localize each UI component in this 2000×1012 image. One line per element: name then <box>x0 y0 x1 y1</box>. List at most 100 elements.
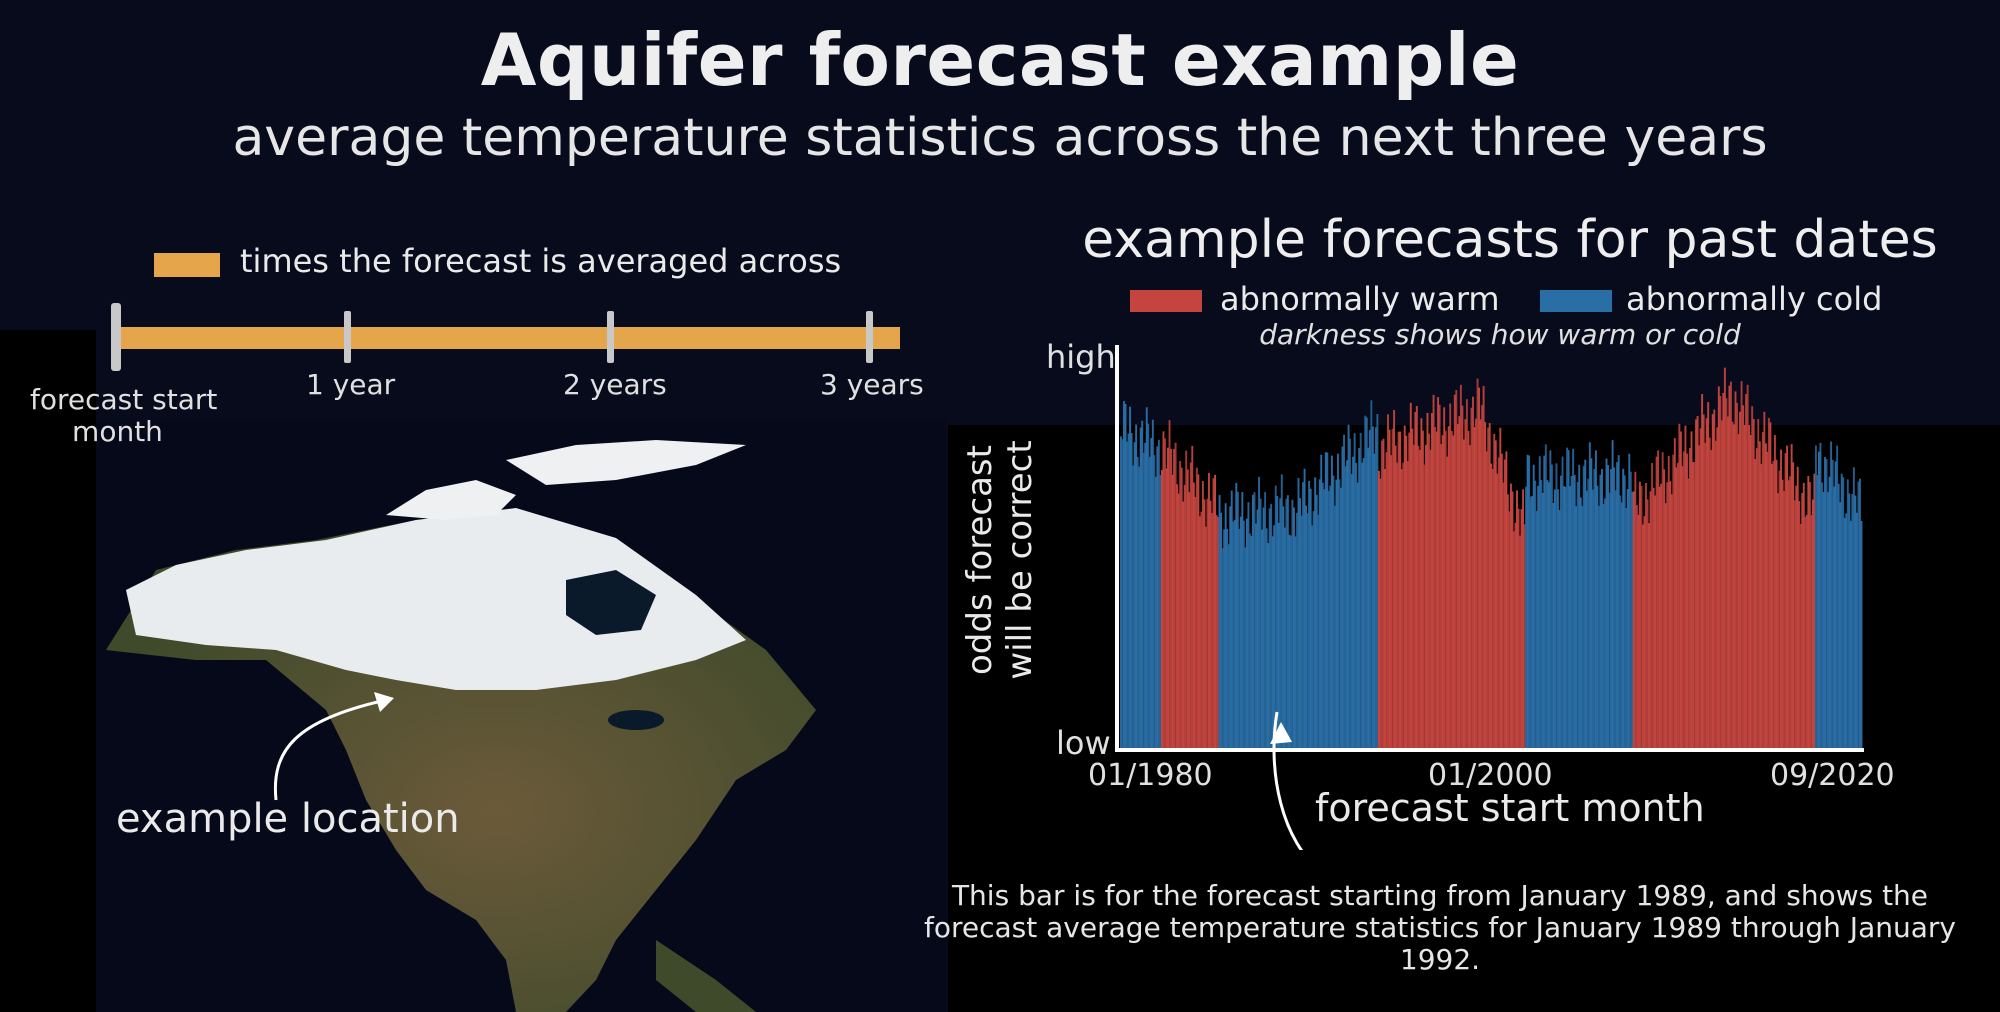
bar-warm <box>1472 396 1474 748</box>
bar-warm <box>1746 384 1749 748</box>
bar-series <box>1120 367 1863 748</box>
callout-arrowhead <box>1270 722 1292 744</box>
bar-cold <box>1532 464 1535 748</box>
bar-cold <box>1238 528 1241 748</box>
bar-cold <box>1837 483 1840 748</box>
bar-cold <box>1560 475 1562 748</box>
bar-warm <box>1792 462 1795 748</box>
bar-cold <box>1628 453 1631 748</box>
bar-cold <box>1604 498 1606 748</box>
bar-cold <box>1343 434 1345 748</box>
bar-warm <box>1167 447 1169 748</box>
bar-cold <box>1221 548 1224 748</box>
callout-arrow <box>1272 711 1304 850</box>
bar-cold <box>1843 517 1846 748</box>
bar-cold <box>1625 507 1628 748</box>
bar-cold <box>1599 474 1602 748</box>
bar-cold <box>1296 512 1298 748</box>
bar-cold <box>1373 453 1376 748</box>
bar-cold <box>1543 455 1546 748</box>
bar-cold <box>1591 489 1594 748</box>
bar-warm <box>1726 416 1729 748</box>
bar-warm <box>1198 516 1201 748</box>
bar-warm <box>1180 467 1183 748</box>
bar-warm <box>1505 451 1508 748</box>
bar-cold <box>1858 478 1861 748</box>
bar-cold <box>1332 475 1335 748</box>
bar-warm <box>1487 427 1490 748</box>
bar-warm <box>1807 476 1810 748</box>
bar-cold <box>1534 480 1537 748</box>
bar-cold <box>1347 424 1350 748</box>
timeline-tick-1-year <box>344 311 351 363</box>
bar-cold <box>1596 485 1599 748</box>
bar-cold <box>1557 489 1559 748</box>
bar-cold <box>1268 508 1271 748</box>
bar-warm <box>1432 394 1435 748</box>
bar-warm <box>1733 424 1735 748</box>
bar-cold <box>1569 486 1572 748</box>
north-america-map <box>96 420 946 1012</box>
bar-warm <box>1177 493 1180 748</box>
bar-cold <box>1816 475 1819 748</box>
bar-warm <box>1808 482 1811 748</box>
bar-cold <box>1288 534 1291 748</box>
bar-warm <box>1447 426 1450 748</box>
bar-warm <box>1754 459 1757 748</box>
bar-warm <box>1191 445 1194 748</box>
bar-cold <box>1830 441 1833 748</box>
bar-warm <box>1716 427 1719 748</box>
bar-warm <box>1655 456 1658 748</box>
bar-warm <box>1456 424 1459 748</box>
bar-warm <box>1772 461 1775 748</box>
bar-warm <box>1770 463 1773 748</box>
bar-warm <box>1670 494 1673 748</box>
bar-cold <box>1525 486 1528 748</box>
bar-cold <box>1280 474 1283 748</box>
bar-cold <box>1846 479 1849 748</box>
bar-cold <box>1220 512 1223 748</box>
bar-cold <box>1851 494 1854 748</box>
bar-warm <box>1446 456 1449 748</box>
bar-warm <box>1444 430 1447 748</box>
bar-warm <box>1643 516 1646 748</box>
bar-cold <box>1144 442 1147 748</box>
bar-warm <box>1164 438 1166 748</box>
x-tick-label: 01/1980 <box>1088 758 1213 793</box>
bar-warm <box>1203 499 1206 748</box>
bar-cold <box>1135 424 1138 748</box>
bar-warm <box>1793 500 1796 748</box>
bar-warm <box>1179 460 1182 748</box>
bar-warm <box>1411 428 1414 748</box>
bar-cold <box>1299 498 1301 748</box>
bar-warm <box>1658 486 1661 748</box>
bar-cold <box>1626 489 1629 748</box>
bar-cold <box>1233 519 1236 748</box>
bar-cold <box>1338 479 1341 748</box>
chart-title: example forecasts for past dates <box>1082 210 1938 270</box>
legend-swatch-warm <box>1130 290 1202 312</box>
bar-cold <box>1232 521 1235 748</box>
bar-cold <box>1620 502 1623 748</box>
bar-cold <box>1555 463 1558 748</box>
bar-warm <box>1506 494 1509 748</box>
bar-warm <box>1443 407 1446 748</box>
bar-cold <box>1239 516 1242 748</box>
bar-cold <box>1842 477 1845 748</box>
bar-cold <box>1827 491 1830 748</box>
hudson-bay <box>566 570 656 635</box>
bar-warm <box>1464 419 1467 748</box>
bar-cold <box>1335 479 1338 748</box>
bar-cold <box>1333 505 1336 748</box>
bar-cold <box>1582 466 1585 748</box>
bar-warm <box>1690 431 1693 748</box>
bar-cold <box>1570 476 1573 748</box>
y-axis-label-text: odds forecast will be correct <box>960 440 1040 679</box>
bar-warm <box>1476 378 1479 748</box>
bar-cold <box>1309 488 1312 748</box>
bar-warm <box>1795 485 1798 748</box>
bar-cold <box>1236 491 1239 748</box>
bar-warm <box>1396 462 1399 748</box>
bar-cold <box>1252 494 1254 748</box>
bar-cold <box>1367 447 1370 748</box>
